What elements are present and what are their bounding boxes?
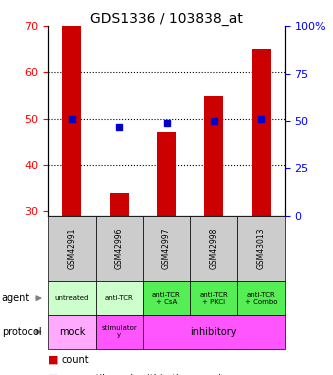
Bar <box>252 50 270 216</box>
Text: inhibitory: inhibitory <box>190 327 237 337</box>
Text: anti-TCR
+ PKCi: anti-TCR + PKCi <box>199 292 228 304</box>
Text: percentile rank within the sample: percentile rank within the sample <box>62 374 226 375</box>
Text: agent: agent <box>2 293 30 303</box>
Text: GSM42996: GSM42996 <box>115 228 124 269</box>
Text: ■: ■ <box>48 374 59 375</box>
Text: GSM42998: GSM42998 <box>209 228 218 269</box>
Bar <box>204 96 223 216</box>
Text: count: count <box>62 355 89 365</box>
Bar <box>157 132 176 216</box>
Bar <box>63 26 81 216</box>
Bar <box>110 192 129 216</box>
Text: anti-TCR: anti-TCR <box>105 295 134 301</box>
Text: anti-TCR
+ CsA: anti-TCR + CsA <box>152 292 181 304</box>
Text: anti-TCR
+ Combo: anti-TCR + Combo <box>245 292 277 304</box>
Text: untreated: untreated <box>55 295 89 301</box>
Text: ■: ■ <box>48 355 59 365</box>
Text: GSM42991: GSM42991 <box>67 228 77 269</box>
Text: protocol: protocol <box>2 327 41 337</box>
Text: GDS1336 / 103838_at: GDS1336 / 103838_at <box>90 12 243 26</box>
Text: stimulator
y: stimulator y <box>101 326 137 338</box>
Text: GSM42997: GSM42997 <box>162 228 171 269</box>
Text: GSM43013: GSM43013 <box>256 228 266 269</box>
Text: mock: mock <box>59 327 85 337</box>
